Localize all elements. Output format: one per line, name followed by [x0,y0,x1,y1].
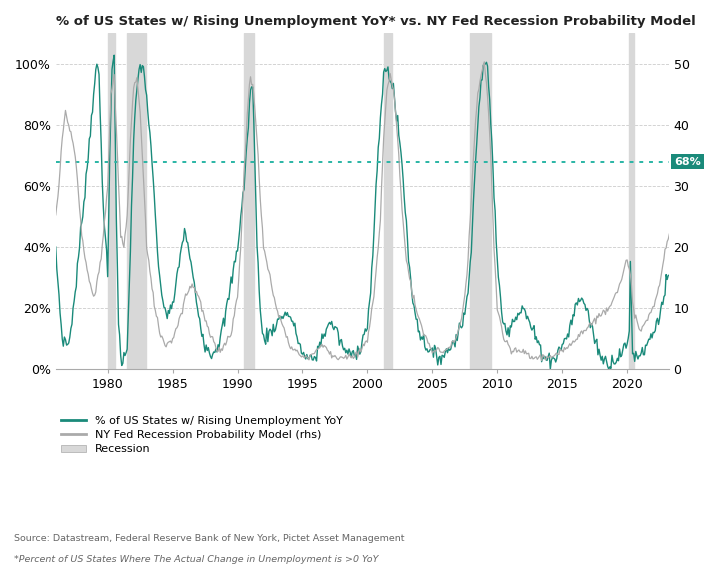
% of US States w/ Rising Unemployment YoY [593,336,601,343]
NY Fed Recession Probability Model (rhs) [665,231,674,237]
Text: Source: Datastream, Federal Reserve Bank of New York, Pictet Asset Management: Source: Datastream, Federal Reserve Bank… [14,534,405,542]
Legend: % of US States w/ Rising Unemployment YoY, NY Fed Recession Probability Model (r: % of US States w/ Rising Unemployment Yo… [62,415,342,454]
NY Fed Recession Probability Model (rhs) [52,212,60,219]
Text: *Percent of US States Where The Actual Change in Unemployment is >0 YoY: *Percent of US States Where The Actual C… [14,555,379,563]
Bar [384,33,392,370]
% of US States w/ Rising Unemployment YoY [496,294,505,301]
NY Fed Recession Probability Model (rhs) [354,353,362,360]
Bar [127,33,145,370]
Text: % of US States w/ Rising Unemployment YoY* vs. NY Fed Recession Probability Mode: % of US States w/ Rising Unemployment Yo… [56,15,695,28]
Bar [30,33,46,370]
% of US States w/ Rising Unemployment YoY [52,244,60,251]
NY Fed Recession Probability Model (rhs) [496,318,505,325]
Line: % of US States w/ Rising Unemployment YoY: % of US States w/ Rising Unemployment Yo… [56,55,669,370]
NY Fed Recession Probability Model (rhs) [593,313,601,320]
Text: 68%: 68% [674,157,701,166]
Bar [107,33,115,370]
% of US States w/ Rising Unemployment YoY [110,51,118,58]
% of US States w/ Rising Unemployment YoY [90,80,99,87]
Bar [470,33,490,370]
NY Fed Recession Probability Model (rhs) [537,358,546,364]
% of US States w/ Rising Unemployment YoY [650,329,659,336]
% of US States w/ Rising Unemployment YoY [354,347,363,353]
NY Fed Recession Probability Model (rhs) [650,303,659,310]
NY Fed Recession Probability Model (rhs) [165,338,174,345]
NY Fed Recession Probability Model (rhs) [480,58,488,65]
Bar [629,33,634,370]
NY Fed Recession Probability Model (rhs) [90,292,99,299]
% of US States w/ Rising Unemployment YoY [166,301,175,308]
% of US States w/ Rising Unemployment YoY [546,366,555,373]
Bar [244,33,253,370]
Line: NY Fed Recession Probability Model (rhs): NY Fed Recession Probability Model (rhs) [56,62,669,361]
% of US States w/ Rising Unemployment YoY [665,272,674,279]
